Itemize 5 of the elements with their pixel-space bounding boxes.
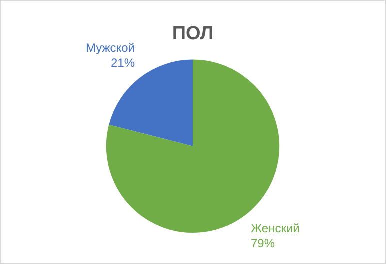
slice-label: Женский <box>250 221 300 236</box>
data-label: 79% <box>250 236 276 250</box>
chart-title: ПОЛ <box>172 24 214 45</box>
slice-label: Мужской <box>86 40 136 55</box>
data-label: 21% <box>110 56 136 70</box>
